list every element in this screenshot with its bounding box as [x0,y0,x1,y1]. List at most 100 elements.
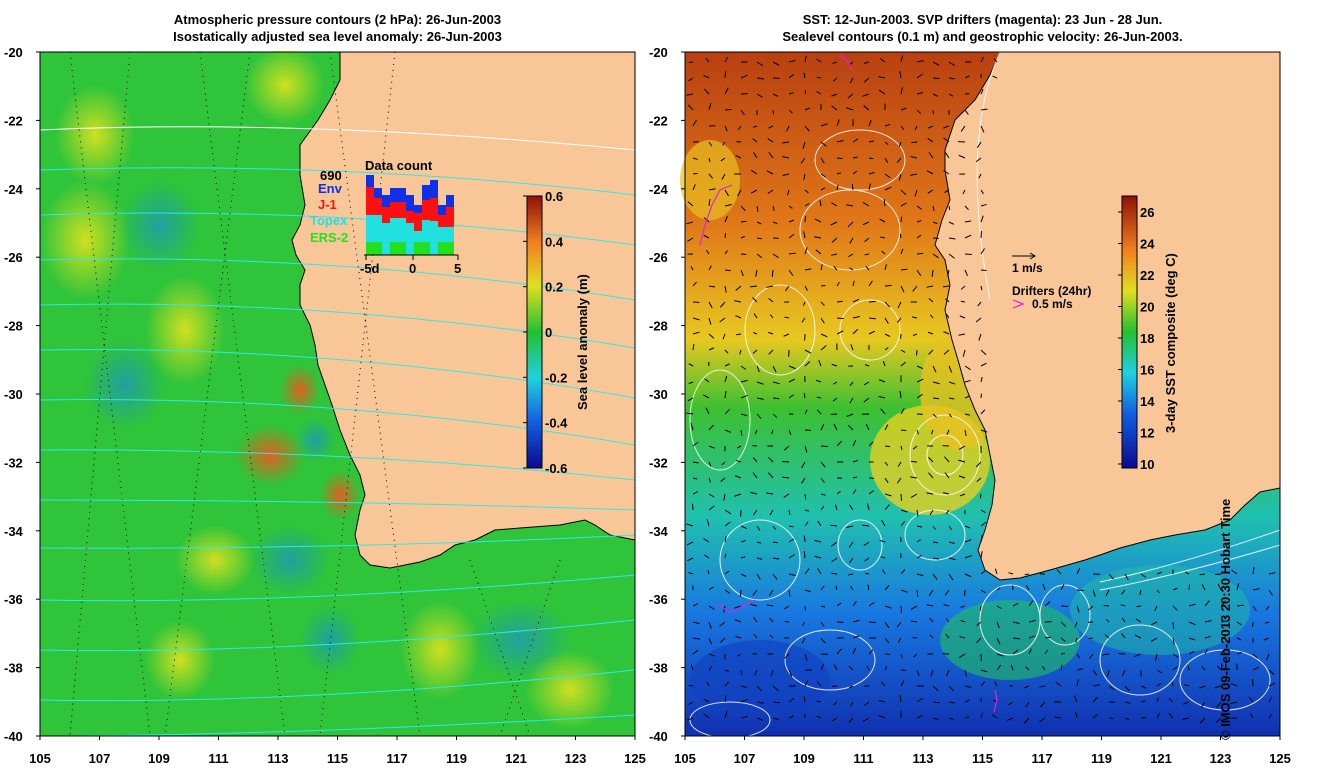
velocity-arrow [692,172,698,175]
velocity-arrow [884,605,892,609]
velocity-arrow [1008,572,1014,575]
velocity-arrow [884,504,890,511]
velocity-arrow [818,359,822,367]
colorbar-tick-label: 22 [1140,268,1154,283]
velocity-arrow [724,232,727,239]
velocity-arrow [1230,682,1238,687]
velocity-arrow [816,715,822,719]
velocity-arrow [820,264,823,271]
velocity-arrow [1012,649,1019,655]
velocity-arrow [948,685,955,692]
velocity-arrow [932,397,940,400]
velocity-arrow [1220,620,1228,623]
velocity-arrow [832,61,838,64]
velocity-arrow [788,554,795,559]
velocity-arrow [756,93,763,98]
velocity-arrow [819,200,822,207]
velocity-arrow [880,236,886,239]
velocity-arrow [900,680,905,687]
day-bar-6 [406,195,414,255]
legend-topex: Topex [310,213,348,228]
velocity-arrow [766,285,774,288]
velocity-arrow [804,189,809,194]
velocity-arrow [980,713,983,719]
velocity-arrow [783,333,790,337]
velocity-arrow [708,621,712,629]
velocity-arrow [708,333,715,339]
velocity-arrow [1265,605,1270,611]
velocity-arrow [897,461,902,467]
velocity-arrow [911,316,918,319]
velocity-arrow [814,539,822,543]
velocity-arrow [996,637,1001,645]
velocity-arrow [900,445,903,451]
velocity-arrow [708,173,713,179]
velocity-arrow [964,555,972,559]
velocity-arrow [926,492,934,495]
velocity-arrow [932,61,940,66]
velocity-arrow [852,156,858,159]
velocity-arrow [900,520,906,527]
velocity-arrow [964,699,971,703]
velocity-arrow [1028,619,1036,623]
velocity-arrow [740,413,748,417]
velocity-arrow [692,491,698,495]
velocity-arrow [962,349,966,357]
velocity-arrow [1172,637,1175,645]
velocity-arrow [787,189,790,196]
velocity-arrow [734,605,742,609]
velocity-arrow [884,301,891,308]
velocity-arrow [708,198,711,207]
velocity-arrow [916,697,924,703]
velocity-arrow [692,621,700,625]
velocity-arrow [722,141,726,146]
velocity-arrow [804,445,808,453]
velocity-arrow [784,620,790,623]
left-title: Atmospheric pressure contours (2 hPa): 2… [40,11,635,45]
velocity-arrow [705,57,710,63]
velocity-arrow [788,205,793,209]
velocity-arrow [964,539,972,543]
velocity-arrow [772,61,780,66]
velocity-arrow [958,154,966,159]
velocity-arrow [849,267,854,271]
velocity-arrow [862,524,870,527]
velocity-arrow [769,617,774,623]
velocity-arrow [863,61,870,64]
velocity-arrow [1060,652,1066,655]
velocity-arrow [932,205,935,211]
velocity-arrow [772,397,780,400]
velocity-arrow [814,218,822,223]
sealevel-contours [689,51,1281,739]
velocity-arrow [880,681,886,687]
velocity-arrow [996,621,1000,629]
velocity-arrow [1074,711,1078,719]
velocity-arrow [804,349,812,354]
velocity-arrow [768,297,774,303]
lat-tick-label: -28 [4,319,23,334]
velocity-arrow [756,205,759,212]
velocity-arrow [846,107,854,111]
velocity-arrow [739,589,742,597]
left-title-line2: Isostatically adjusted sea level anomaly… [173,29,502,44]
velocity-arrow [1220,636,1227,639]
velocity-arrow [801,317,806,323]
velocity-arrow [1012,602,1019,607]
velocity-arrow [1107,669,1110,677]
velocity-arrow [881,250,886,255]
velocity-arrow [852,315,860,319]
velocity-arrow [878,395,886,399]
velocity-arrow [976,477,982,483]
velocity-arrow [980,509,986,513]
velocity-arrow [980,125,985,133]
velocity-arrow [852,298,860,303]
velocity-arrow [929,509,934,516]
velocity-arrow [703,538,710,543]
velocity-arrow [690,664,694,671]
velocity-arrow [804,589,811,593]
velocity-arrow [772,701,780,704]
velocity-arrow [900,55,904,63]
day-bar-2 [374,188,382,255]
velocity-arrow [884,424,889,431]
velocity-arrow [852,170,858,175]
